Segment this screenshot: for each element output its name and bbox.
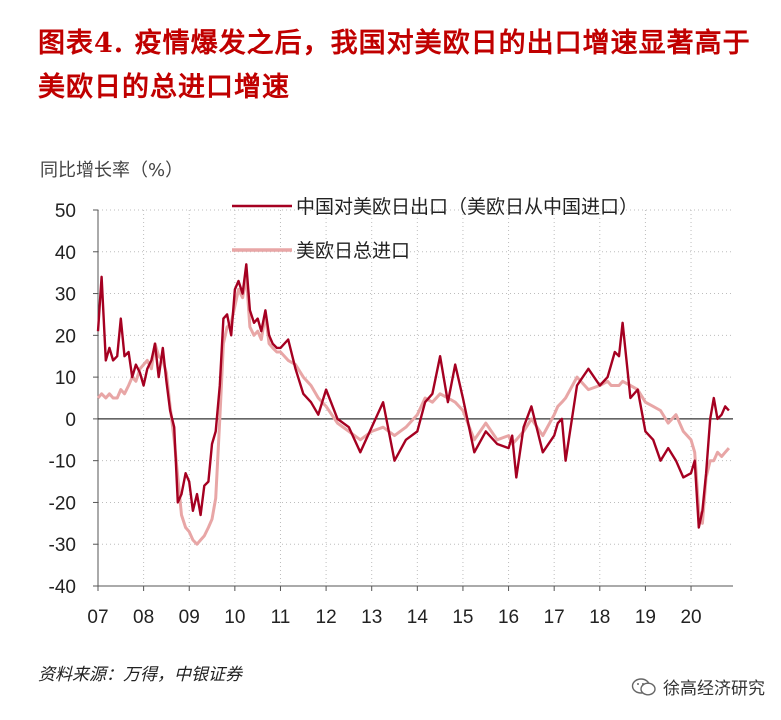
y-tick-label: 10 bbox=[55, 368, 76, 389]
x-tick-label: 08 bbox=[133, 607, 154, 628]
y-tick-label: 0 bbox=[65, 410, 76, 431]
y-tick-label: -20 bbox=[49, 493, 76, 514]
legend-label: 美欧日总进口 bbox=[296, 240, 410, 262]
y-tick-label: -10 bbox=[49, 452, 76, 473]
x-tick-label: 18 bbox=[589, 607, 610, 628]
y-tick-label: -30 bbox=[49, 535, 76, 556]
series-lines bbox=[96, 263, 731, 546]
x-tick-label: 19 bbox=[635, 607, 656, 628]
x-tick-label: 20 bbox=[680, 607, 701, 628]
axes: 50 40 30 20 10 0 -10 -20 -30 -40 07 08 09 10 11 12 13 14 1… bbox=[49, 201, 733, 628]
x-tick-label: 13 bbox=[361, 607, 382, 628]
x-tick-label: 16 bbox=[498, 607, 519, 628]
y-tick-label: 50 bbox=[55, 201, 76, 222]
legend-label: 中国对美欧日出口（美欧日从中国进口） bbox=[296, 196, 638, 218]
y-tick-label: 30 bbox=[55, 285, 76, 306]
x-tick-label: 17 bbox=[544, 607, 565, 628]
y-axis-label: 同比增长率（%） bbox=[40, 160, 183, 181]
x-tick-label: 15 bbox=[452, 607, 473, 628]
series-line-china-exports bbox=[96, 263, 730, 529]
x-tick-label: 11 bbox=[271, 607, 291, 628]
y-tick-label: 20 bbox=[55, 326, 76, 347]
x-tick-label: 14 bbox=[407, 607, 429, 628]
x-tick-label: 09 bbox=[179, 607, 200, 628]
wechat-icon bbox=[631, 677, 656, 696]
x-tick-label: 07 bbox=[87, 607, 108, 628]
watermark: 徐高经济研究 bbox=[631, 674, 765, 699]
legend: 中国对美欧日出口（美欧日从中国进口） 美欧日总进口 bbox=[232, 196, 638, 262]
chart-title: 图表4. 疫情爆发之后，我国对美欧日的出口增速显著高于美欧日的总进口增速 bbox=[38, 28, 751, 103]
grid-lines bbox=[97, 209, 733, 587]
y-tick-label: 40 bbox=[55, 243, 76, 264]
y-tick-label: -40 bbox=[49, 577, 76, 598]
watermark-label: 徐高经济研究 bbox=[663, 679, 765, 699]
source-note: 资料来源：万得，中银证券 bbox=[38, 665, 242, 685]
x-tick-label: 12 bbox=[316, 607, 337, 628]
line-chart: 50 40 30 20 10 0 -10 -20 -30 -40 07 08 09 10 11 12 13 14 1… bbox=[40, 160, 733, 628]
x-tick-label: 10 bbox=[224, 607, 245, 628]
